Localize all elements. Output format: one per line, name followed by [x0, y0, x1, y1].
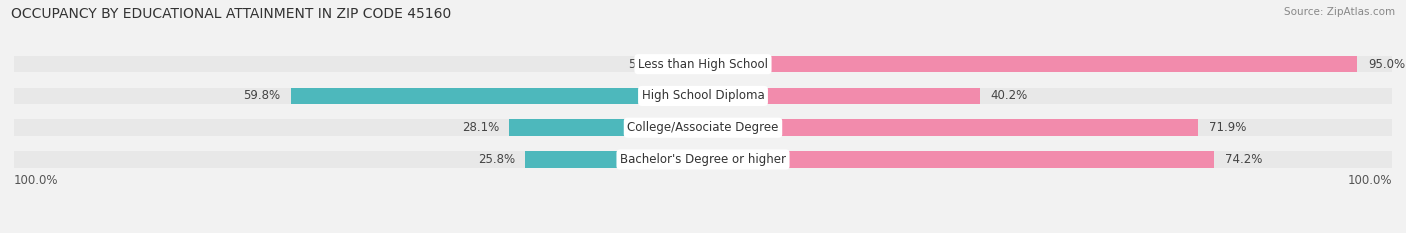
Bar [14, 120, 703, 136]
Text: High School Diploma: High School Diploma [641, 89, 765, 103]
Bar [703, 151, 1215, 168]
Text: 74.2%: 74.2% [1225, 153, 1263, 166]
Text: 5.0%: 5.0% [628, 58, 658, 71]
Bar [703, 56, 1358, 72]
Bar [14, 88, 703, 104]
Text: OCCUPANCY BY EDUCATIONAL ATTAINMENT IN ZIP CODE 45160: OCCUPANCY BY EDUCATIONAL ATTAINMENT IN Z… [11, 7, 451, 21]
Text: 95.0%: 95.0% [1368, 58, 1405, 71]
Bar [703, 151, 1392, 168]
Text: 100.0%: 100.0% [14, 174, 59, 187]
Bar [509, 120, 703, 136]
Bar [669, 56, 703, 72]
Text: Less than High School: Less than High School [638, 58, 768, 71]
Bar [703, 88, 980, 104]
Bar [703, 56, 1392, 72]
Text: 28.1%: 28.1% [461, 121, 499, 134]
Text: 59.8%: 59.8% [243, 89, 281, 103]
Bar [291, 88, 703, 104]
Bar [703, 120, 1392, 136]
Bar [703, 88, 1392, 104]
Bar [703, 120, 1198, 136]
Text: 100.0%: 100.0% [1347, 174, 1392, 187]
Bar [526, 151, 703, 168]
Bar [14, 151, 703, 168]
Text: 71.9%: 71.9% [1209, 121, 1246, 134]
Bar [14, 56, 703, 72]
Text: 40.2%: 40.2% [990, 89, 1028, 103]
Text: College/Associate Degree: College/Associate Degree [627, 121, 779, 134]
Text: 25.8%: 25.8% [478, 153, 515, 166]
Text: Source: ZipAtlas.com: Source: ZipAtlas.com [1284, 7, 1395, 17]
Legend: Owner-occupied, Renter-occupied: Owner-occupied, Renter-occupied [576, 230, 830, 233]
Text: Bachelor's Degree or higher: Bachelor's Degree or higher [620, 153, 786, 166]
